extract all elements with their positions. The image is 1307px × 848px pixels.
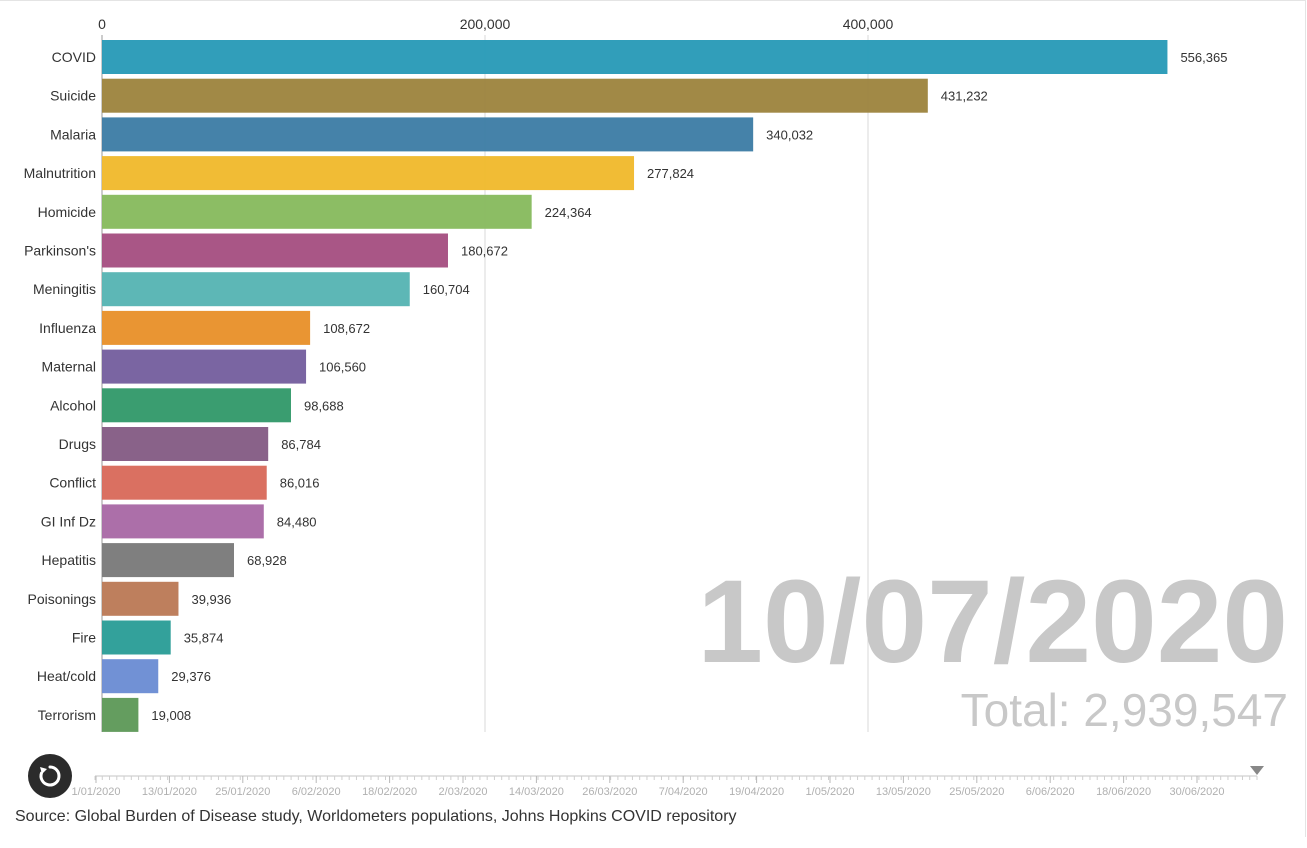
- category-label: Parkinson's: [24, 243, 96, 259]
- bar: [102, 427, 269, 461]
- replay-button[interactable]: [28, 754, 72, 798]
- value-label: 277,824: [647, 166, 694, 181]
- value-label: 29,376: [171, 669, 211, 684]
- value-label: 19,008: [151, 708, 191, 723]
- category-label: Heat/cold: [37, 668, 96, 684]
- value-label: 86,784: [281, 437, 321, 452]
- value-label: 180,672: [461, 244, 508, 259]
- bar: [102, 504, 264, 539]
- bar: [102, 388, 291, 423]
- category-label: Influenza: [39, 320, 96, 336]
- bar: [102, 543, 234, 578]
- category-label: Drugs: [59, 436, 96, 452]
- value-label: 39,936: [191, 592, 231, 607]
- value-label: 98,688: [304, 398, 344, 413]
- category-label: Suicide: [50, 88, 96, 104]
- category-label: Malnutrition: [24, 165, 96, 181]
- timeline-label: 7/04/2020: [659, 786, 708, 798]
- source-note: Source: Global Burden of Disease study, …: [15, 808, 737, 825]
- value-label: 431,232: [941, 89, 988, 104]
- bar: [102, 117, 754, 152]
- timeline-label: 19/04/2020: [729, 786, 784, 798]
- timeline-label: 6/06/2020: [1026, 786, 1075, 798]
- category-label: Fire: [72, 630, 96, 646]
- bars: COVID 556,365 Suicide 431,232 Malaria 340,032…: [24, 40, 1227, 732]
- bar: [102, 620, 171, 655]
- bar: [102, 272, 410, 307]
- value-label: 224,364: [545, 205, 592, 220]
- timeline-label: 26/03/2020: [582, 786, 637, 798]
- value-label: 108,672: [323, 321, 370, 336]
- x-axis-ticks: 0 200,000 400,000: [98, 16, 893, 32]
- category-label: GI Inf Dz: [41, 513, 96, 529]
- bar: [102, 40, 1168, 74]
- replay-icon: [39, 765, 61, 787]
- category-label: Malaria: [50, 126, 96, 142]
- bar: [102, 194, 532, 229]
- value-label: 84,480: [277, 514, 317, 529]
- value-label: 160,704: [423, 282, 470, 297]
- bar: [102, 156, 635, 191]
- value-label: 340,032: [766, 127, 813, 142]
- timeline-label: 13/05/2020: [876, 786, 931, 798]
- bar: [102, 465, 267, 500]
- timeline-label: 6/02/2020: [292, 786, 341, 798]
- category-label: Meningitis: [33, 281, 96, 297]
- timeline-label: 18/06/2020: [1096, 786, 1151, 798]
- value-label: 556,365: [1180, 50, 1227, 65]
- timeline-label: 13/01/2020: [142, 786, 197, 798]
- category-label: Conflict: [49, 475, 96, 491]
- category-label: Terrorism: [38, 707, 96, 723]
- current-date: 10/07/2020: [697, 556, 1288, 688]
- timeline-label: 14/03/2020: [509, 786, 564, 798]
- timeline[interactable]: 1/01/2020 13/01/2020 25/01/2020 6/02/2020 18…: [72, 766, 1264, 798]
- category-label: Alcohol: [50, 397, 96, 413]
- x-tick-label: 400,000: [843, 16, 894, 32]
- category-label: COVID: [52, 49, 96, 65]
- timeline-label: 18/02/2020: [362, 786, 417, 798]
- total-count: Total: 2,939,547: [961, 684, 1288, 736]
- category-label: Poisonings: [28, 591, 97, 607]
- bar: [102, 349, 307, 384]
- bar: [102, 697, 139, 732]
- bar: [102, 233, 448, 268]
- value-label: 68,928: [247, 553, 287, 568]
- category-label: Homicide: [38, 204, 97, 220]
- timeline-label: 30/06/2020: [1169, 786, 1224, 798]
- category-label: Hepatitis: [42, 552, 96, 568]
- timeline-label: 1/01/2020: [72, 786, 121, 798]
- value-label: 106,560: [319, 360, 366, 375]
- timeline-handle[interactable]: [1250, 766, 1264, 775]
- bar: [102, 310, 311, 345]
- timeline-label: 1/05/2020: [806, 786, 855, 798]
- x-tick-label: 200,000: [460, 16, 511, 32]
- timeline-label: 25/05/2020: [949, 786, 1004, 798]
- x-tick-label: 0: [98, 16, 106, 32]
- bar: [102, 581, 179, 616]
- timeline-label: 2/03/2020: [439, 786, 488, 798]
- value-label: 86,016: [280, 476, 320, 491]
- bar: [102, 78, 928, 113]
- bar: [102, 659, 159, 694]
- value-label: 35,874: [184, 631, 224, 646]
- timeline-label: 25/01/2020: [215, 786, 270, 798]
- category-label: Maternal: [42, 359, 96, 375]
